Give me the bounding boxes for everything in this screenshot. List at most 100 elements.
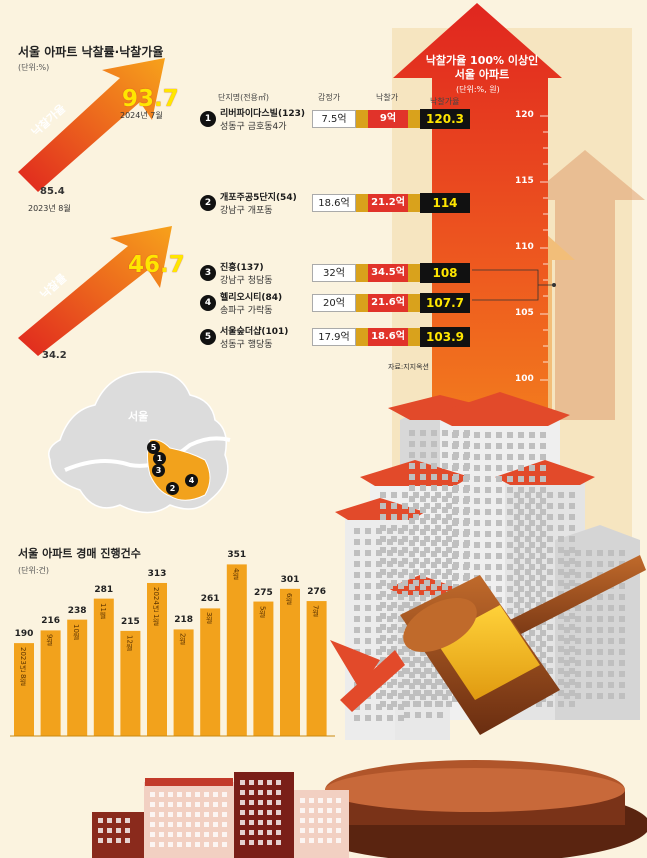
window — [415, 712, 421, 718]
window — [442, 683, 448, 689]
window — [536, 569, 542, 575]
window — [529, 454, 535, 460]
window — [380, 591, 386, 597]
window — [529, 509, 535, 515]
window — [98, 828, 103, 833]
row-arrow-icon — [408, 194, 420, 212]
window — [204, 792, 209, 797]
window — [195, 792, 200, 797]
window — [258, 820, 263, 825]
window — [536, 525, 542, 531]
window — [186, 792, 191, 797]
window — [420, 529, 426, 535]
window — [420, 496, 426, 502]
window — [507, 575, 513, 581]
window — [387, 638, 393, 644]
bar-category-label: 9월 — [45, 634, 54, 646]
window — [409, 430, 415, 436]
window — [442, 430, 448, 436]
window — [564, 561, 570, 567]
window — [365, 715, 371, 721]
window — [474, 487, 480, 493]
window — [413, 503, 419, 509]
window — [204, 832, 209, 837]
window — [380, 690, 386, 696]
window — [387, 649, 393, 655]
window — [529, 575, 535, 581]
window — [409, 573, 415, 579]
window — [564, 660, 570, 666]
row-number: 5 — [200, 329, 216, 345]
y-tick-label: 105 — [515, 308, 534, 318]
window — [496, 465, 502, 471]
window — [267, 820, 272, 825]
window — [380, 657, 386, 663]
window — [575, 572, 581, 578]
window — [496, 520, 502, 526]
window — [463, 520, 469, 526]
window — [431, 584, 437, 590]
window — [376, 649, 382, 655]
window — [536, 536, 542, 542]
window — [354, 594, 360, 600]
row-arrow-icon — [408, 264, 420, 282]
window — [540, 443, 546, 449]
window — [558, 690, 564, 696]
window — [391, 602, 397, 608]
window — [569, 679, 575, 685]
window — [376, 528, 382, 534]
header-complex: 단지명(전용㎡) — [218, 93, 270, 102]
row-arrow-icon — [356, 294, 368, 312]
bar-value-label: 215 — [120, 616, 140, 627]
window — [525, 492, 531, 498]
window — [376, 627, 382, 633]
window — [365, 649, 371, 655]
row-complex-name: 리버파이다스빌(123) — [220, 109, 305, 119]
window — [452, 487, 458, 493]
window — [354, 616, 360, 622]
window — [398, 682, 404, 688]
window — [213, 822, 218, 827]
window — [336, 838, 341, 843]
window — [204, 822, 209, 827]
window — [507, 586, 513, 592]
window — [547, 492, 553, 498]
window — [387, 715, 393, 721]
window — [409, 507, 415, 513]
window — [391, 503, 397, 509]
window — [391, 580, 397, 586]
window — [424, 514, 430, 520]
window — [474, 553, 480, 559]
bar-chart — [10, 564, 335, 737]
window — [536, 547, 542, 553]
window — [586, 616, 592, 622]
window — [420, 540, 426, 546]
window — [249, 840, 254, 845]
window — [376, 539, 382, 545]
window — [276, 840, 281, 845]
window — [496, 586, 502, 592]
window — [608, 627, 614, 633]
window — [413, 591, 419, 597]
window — [540, 597, 546, 603]
window — [575, 660, 581, 666]
window — [569, 547, 575, 553]
window — [608, 660, 614, 666]
window — [452, 443, 458, 449]
window — [186, 812, 191, 817]
window — [536, 602, 542, 608]
window — [446, 492, 452, 498]
window — [446, 536, 452, 542]
window — [267, 780, 272, 785]
window — [514, 580, 520, 586]
window — [186, 802, 191, 807]
bar-category-label: 5월 — [258, 605, 267, 618]
window — [514, 547, 520, 553]
small-buildings — [92, 772, 349, 858]
row-complex-name: 헬리오시티(84) — [220, 293, 283, 303]
map-marker-2: 2 — [166, 482, 179, 495]
window — [391, 690, 397, 696]
window — [354, 539, 360, 545]
bar — [253, 601, 274, 736]
